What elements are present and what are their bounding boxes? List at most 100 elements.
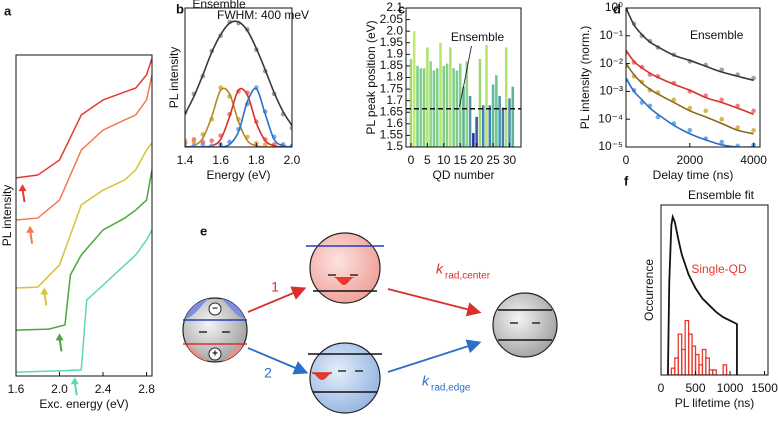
data-point <box>703 108 709 114</box>
x-tick-label: 1.4 <box>177 153 194 167</box>
x-tick-label: 1.6 <box>8 382 25 396</box>
bar <box>409 58 413 147</box>
data-point <box>200 142 206 147</box>
y-tick-label: 10⁰ <box>605 0 623 14</box>
wavefunctions <box>310 343 380 380</box>
data-point <box>687 127 693 133</box>
data-point <box>719 139 725 145</box>
plot-frame <box>405 7 522 148</box>
x-tick-label: 0 <box>623 153 630 167</box>
plot-frame <box>625 7 761 148</box>
y-axis-label: Occurrence <box>642 259 656 321</box>
bar <box>435 68 439 147</box>
diagram-e: e − + 1 2 k rad,center k rad,edge <box>182 223 558 414</box>
x-tick-label: 1000 <box>717 381 744 395</box>
arrow-marker <box>26 225 35 244</box>
y-tick-label: 10⁻⁵ <box>598 139 623 153</box>
bar <box>475 116 478 147</box>
annotation: Ensemble <box>690 28 744 42</box>
qd-sphere <box>309 232 381 304</box>
x-axis-label: Delay time (ns) <box>653 168 734 182</box>
legend-label: Single-QD <box>691 262 747 276</box>
x-tick-label: 2.4 <box>95 382 112 396</box>
data-point <box>687 105 693 111</box>
x-tick-label: 30 <box>503 153 517 167</box>
fit-line <box>626 77 754 147</box>
panel-letter: a <box>4 3 12 18</box>
annotation: Ensemble <box>192 0 246 11</box>
bar <box>429 61 432 147</box>
plot-frame <box>660 204 769 376</box>
fit-line <box>626 49 754 116</box>
data-point <box>735 125 740 130</box>
plot-frame <box>184 7 293 148</box>
annotation: FWHM: 400 meV <box>217 8 309 22</box>
fit-line <box>185 87 292 147</box>
data-line <box>16 74 152 221</box>
y-tick-label: 1.7 <box>386 93 403 107</box>
data-point <box>191 143 197 147</box>
electron-sign: − <box>212 304 218 315</box>
y-tick-label: 1.65 <box>380 104 404 118</box>
bar <box>481 105 485 147</box>
hist-bar <box>705 357 710 375</box>
bar <box>445 63 449 147</box>
panel-letter: f <box>624 173 629 188</box>
arrow <box>247 347 309 375</box>
legend-label: Ensemble fit <box>688 188 755 202</box>
x-axis-label: Energy (eV) <box>206 168 270 182</box>
plot-area <box>185 19 292 147</box>
y-tick-label: 1.9 <box>386 47 403 61</box>
x-tick-label: 15 <box>454 153 468 167</box>
data-line <box>16 57 152 179</box>
data-point <box>209 138 215 143</box>
arrow <box>247 286 307 313</box>
panel-letter: e <box>200 223 207 238</box>
data-point <box>671 97 677 103</box>
y-tick-label: 1.6 <box>386 116 403 130</box>
plot-frame <box>15 54 153 377</box>
y-tick-label: 1.5 <box>386 139 403 153</box>
y-tick-label: 1.55 <box>380 128 404 142</box>
x-tick-label: 4000 <box>740 153 767 167</box>
y-axis-label: PL intensity (norm.) <box>578 26 592 130</box>
x-tick-label: 5 <box>424 153 431 167</box>
data-point <box>751 127 756 133</box>
x-tick-label: 1.8 <box>248 153 265 167</box>
bar <box>462 86 465 147</box>
electron <box>208 302 222 316</box>
qd-sphere <box>182 297 248 363</box>
plot-area <box>626 8 756 147</box>
data-point <box>262 142 268 147</box>
bar <box>472 133 475 147</box>
x-tick-label: 20 <box>470 153 484 167</box>
panel-b: b Energy (eV) PL intensity 1.4 1.6 1.8 2.0 Ense… <box>167 0 309 182</box>
data-line <box>16 229 152 373</box>
arrow <box>387 339 482 373</box>
rate-subscript: rad,center <box>445 271 491 282</box>
y-axis-label: PL intensity <box>0 185 14 247</box>
x-tick-label: 1.6 <box>212 153 229 167</box>
fit-line <box>626 8 754 82</box>
bar <box>485 45 488 147</box>
arrow-marker <box>18 184 27 203</box>
qd-sphere <box>309 342 381 414</box>
bar <box>449 47 452 147</box>
x-axis-label: Exc. energy (eV) <box>39 397 128 411</box>
panel-a: a Exc. energy (eV) PL intensity 1.6 2.0 2.4 2.… <box>0 3 155 411</box>
data-line <box>16 142 152 289</box>
y-tick-label: 2.05 <box>380 12 404 26</box>
y-tick-label: 10⁻⁴ <box>598 111 623 125</box>
bar <box>422 68 426 147</box>
panel-letter: c <box>398 1 405 16</box>
bar <box>416 65 419 147</box>
y-tick-label: 1.8 <box>386 70 403 84</box>
data-point <box>751 108 756 114</box>
hole <box>208 347 222 361</box>
rate-subscript: rad,edge <box>431 383 471 394</box>
x-tick-label: 500 <box>686 381 706 395</box>
data-point <box>185 140 188 146</box>
x-axis-label: PL lifetime (ns) <box>675 396 755 410</box>
path-label: 1 <box>271 279 279 295</box>
